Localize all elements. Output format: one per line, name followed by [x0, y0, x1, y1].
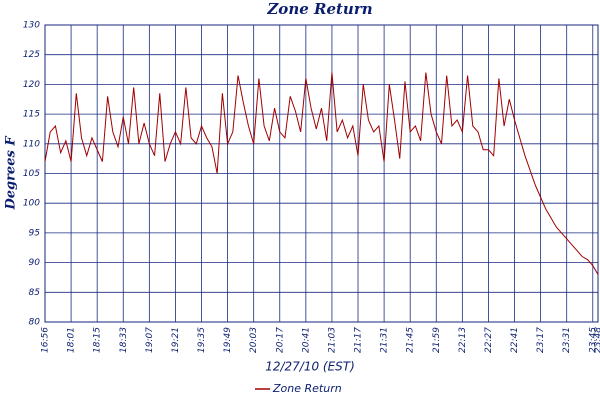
x-tick-label: 23:45: [588, 327, 598, 353]
x-tick-label: 21:17: [354, 327, 364, 353]
x-tick-label: 21:03: [327, 327, 337, 353]
x-tick-label: 22:27: [484, 327, 494, 353]
x-tick-label: 21:31: [380, 327, 390, 353]
x-tick-label: 19:35: [197, 327, 207, 353]
y-tick-label: 105: [23, 169, 40, 179]
y-tick-label: 115: [23, 110, 40, 120]
chart-title: Zone Return: [266, 0, 372, 18]
data-line: [44, 72, 599, 275]
x-tick-label: 20:41: [301, 327, 311, 353]
y-tick-label: 100: [23, 199, 40, 209]
x-tick-label: 19:21: [171, 327, 181, 353]
legend-label: Zone Return: [272, 382, 342, 395]
x-tick-label: 22:13: [458, 327, 468, 353]
x-tick-label: 18:01: [67, 327, 77, 353]
y-axis-label: Degrees F: [4, 136, 19, 211]
y-tick-label: 125: [23, 50, 40, 60]
y-tick-label: 120: [23, 80, 40, 90]
x-tick-label: 23:17: [536, 327, 546, 353]
x-tick-label: 16:56: [41, 327, 51, 353]
x-tick-label: 18:15: [93, 327, 103, 353]
x-tick-label: 23:48: [594, 327, 600, 353]
x-tick-label: 21:59: [432, 327, 442, 353]
x-tick-label: 20:17: [275, 327, 285, 353]
x-axis-label: 12/27/10 (EST): [265, 360, 355, 374]
x-tick-label: 21:45: [406, 327, 416, 353]
y-tick-label: 130: [23, 21, 40, 31]
x-tick-label: 19:07: [145, 327, 155, 353]
y-tick-label: 95: [29, 228, 41, 238]
x-tick-label: 20:03: [249, 327, 259, 353]
y-tick-label: 80: [29, 318, 41, 328]
x-tick-label: 19:49: [223, 327, 233, 353]
x-tick-label: 18:33: [119, 327, 129, 353]
y-tick-label: 110: [23, 139, 40, 149]
y-tick-label: 90: [29, 258, 41, 268]
x-tick-label: 23:31: [562, 327, 572, 353]
x-tick-label: 22:41: [510, 327, 520, 353]
y-tick-label: 85: [29, 288, 41, 298]
